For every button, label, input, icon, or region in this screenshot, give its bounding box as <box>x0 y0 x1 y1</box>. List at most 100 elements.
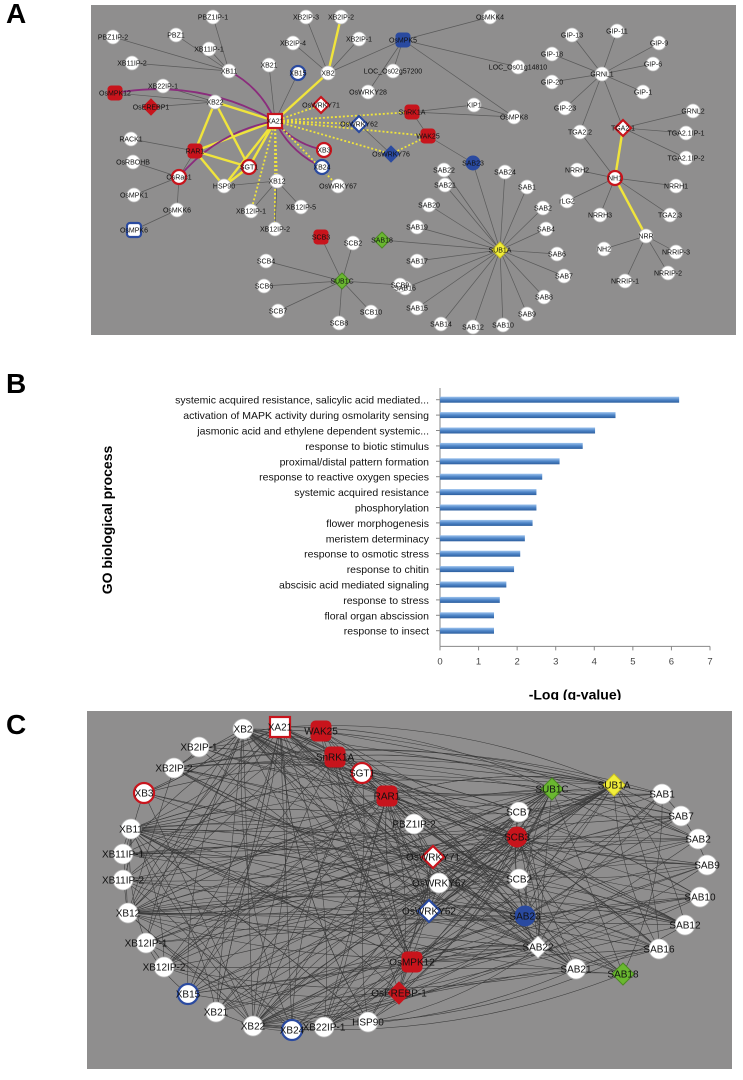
net-c-label-hsp90: HSP90 <box>352 1018 384 1029</box>
net-c-edge-xb2-xb21 <box>215 728 244 1013</box>
net-a-node-osmpk12 <box>107 85 123 101</box>
panel-letter-a: A <box>6 0 27 29</box>
net-a-node-gip-9 <box>651 35 667 51</box>
net-c-edge-sab2-sub1c <box>551 788 699 840</box>
net-c-node-rar1 <box>376 785 398 807</box>
net-c-edge-xb22-oserebp-1 <box>252 992 400 1027</box>
net-a-edge-tga2-2-nh1 <box>579 131 616 179</box>
net-a-node-xb2ip-3 <box>298 9 314 25</box>
net-c-edge-rar1-xb11 <box>130 795 388 833</box>
net-c-label-sab2: SAB2 <box>685 835 711 846</box>
net-c-edge-sab22-oswrky71 <box>432 856 539 948</box>
net-c-edge-xb22ip-1-scb7 <box>323 811 520 1028</box>
category-label-activation-of-mapk-activity-during-osmolarity-sensing: activation of MAPK activity during osmol… <box>183 410 429 422</box>
net-a-node-osrbohb <box>125 154 141 170</box>
net-a-label-sgt1: SGT1 <box>240 164 258 171</box>
x-tick-label-5: 5 <box>630 656 635 667</box>
net-a-label-sab18: SAB18 <box>371 237 393 244</box>
net-c-edge-oswrky62-sab7 <box>428 815 682 912</box>
net-c-edge-sab22-xb12 <box>127 912 539 948</box>
net-a-label-gip-20: GIP-20 <box>541 79 563 86</box>
net-c-edge-xb12ip-1-sub1a <box>145 784 615 944</box>
net-a-label-snrk1a: SnRK1A <box>399 109 426 116</box>
net-c-edge-sab16-xb12ip-2 <box>163 948 660 989</box>
net-c-node-sub1a <box>602 773 626 797</box>
net-c-edge-oswrky71-sab9 <box>432 856 708 878</box>
net-c-edge-scb3-xb2ip-2 <box>173 767 518 838</box>
category-label-response-to-osmotic-stress: response to osmotic stress <box>304 549 429 561</box>
net-c-edge-snrk1a-xb15 <box>187 756 336 995</box>
net-c-edge-xb11-xb24 <box>130 828 293 1031</box>
net-c-edge-sab7-xb11ip-1 <box>122 815 682 855</box>
net-a-label-xb12ip-1: XB12IP-1 <box>236 208 266 215</box>
net-a-label-grnl1: GRNL1 <box>590 71 613 78</box>
net-a-edge-sub1a-sab18 <box>381 239 501 251</box>
net-c-edge-xb2-osmpk12 <box>242 728 413 963</box>
net-c-edge-oserebp-1-sub1c <box>398 788 553 994</box>
net-c-nodes <box>112 715 718 1042</box>
net-c-edge-sub1c-sab22 <box>537 788 553 948</box>
net-c-edge-sub1a-scb2 <box>518 784 615 880</box>
net-c-node-sab10 <box>689 886 711 908</box>
net-c-edge-sub1c-xb15 <box>187 788 553 995</box>
net-a-edge-xb22-oserebp1 <box>150 101 216 108</box>
net-c-label-xb11ip-1: XB11IP-1 <box>102 850 144 861</box>
net-a-label-loc-os02g57200: LOC_Os02g57200 <box>364 68 422 75</box>
net-c-edge-xb2-rar1 <box>242 728 388 797</box>
net-a-node-sab18 <box>373 231 391 249</box>
net-c-node-wak25 <box>310 720 332 742</box>
net-a-label-grnl2: GRNL2 <box>681 108 704 115</box>
net-a-edge-sub1a-sab15 <box>416 249 501 309</box>
net-c-edge-xb11ip-1-rar1 <box>122 795 388 855</box>
net-a-node-xb2 <box>320 65 336 81</box>
net-c-edge-oswrky71-xb15 <box>187 856 434 995</box>
net-c-edge-xb22-sab12 <box>252 924 686 1027</box>
net-a-edge-xb2-xb2ip-1 <box>327 38 360 74</box>
net-a-node-oswrky76 <box>382 145 400 163</box>
net-c-edge-sab22-xb11 <box>130 828 539 948</box>
net-c-edge-osmpk12-xb15 <box>187 961 413 995</box>
net-a-node-scb6 <box>256 278 272 294</box>
net-c-edge-sab22-xb2 <box>242 728 539 948</box>
net-a-edge-nh1-nrrh1 <box>614 177 677 187</box>
net-a-label-osmkk4: OsMKK4 <box>476 14 504 21</box>
net-a-edge-sub1a-sab19 <box>416 226 501 251</box>
net-c-edge-xb2-xb24 <box>240 728 293 1031</box>
net-a-label-sab14: SAB14 <box>430 321 452 328</box>
net-c-edge-sab21-rar1 <box>386 795 577 970</box>
net-c-label-xb15: XB15 <box>176 990 201 1001</box>
net-a-edge-xb2-xb2ip-3 <box>305 16 329 74</box>
net-a-edge-grnl1-tga2-2 <box>579 73 603 133</box>
category-label-meristem-determinacy: meristem determinacy <box>326 533 430 545</box>
net-a-label-scb6: SCB6 <box>255 283 273 290</box>
network-a-canvas: PBZ1IP-1 PBZ1IP-2 PBZ1 XB11IP-1 XB11IP-2 XB22… <box>98 9 705 335</box>
net-a-label-oswrky76: OsWRKY76 <box>372 151 410 158</box>
net-c-node-sub1c <box>540 777 564 801</box>
net-a-node-pbz1ip-2 <box>105 29 121 45</box>
net-a-label-pbz1: PBZ1 <box>167 32 185 39</box>
net-a-label-nrrip-1: NRRIP-1 <box>611 278 639 285</box>
net-a-label-wak25: WAK25 <box>416 133 440 140</box>
net-c-edge-xb2ip-2-sab21 <box>173 767 577 970</box>
net-c-edge-xb22-oswrky71 <box>252 856 434 1027</box>
net-c-edge-xb2-xb12 <box>127 728 244 914</box>
net-a-label-xb2ip-4: XB2IP-4 <box>280 40 306 47</box>
net-a-edge-sub1a-sab6 <box>499 249 558 255</box>
net-a-node-xb11ip-2 <box>124 55 140 71</box>
net-c-edge-xb2-oswrky67 <box>242 728 440 884</box>
net-a-edge-sub1a-sab12 <box>472 249 501 328</box>
net-c-edge-sab23-sab7 <box>524 815 682 917</box>
net-c-edge-xb22-snrk1a <box>252 756 336 1027</box>
net-c-edge-xb11-sab18 <box>130 828 624 975</box>
net-a-node-xb2ip-1 <box>351 31 367 47</box>
net-c-edge-oswrky62-snrk1a <box>334 756 430 912</box>
net-a-node-osrac1 <box>170 168 188 186</box>
net-a-node-tga2-1 <box>613 118 633 138</box>
net-c-label-snrk1a: SnRK1A <box>316 753 355 764</box>
net-c-edge-xb12-sab12 <box>127 912 686 926</box>
net-c-edge-rar1-sab1 <box>386 793 663 797</box>
panel-letter-b: B <box>6 368 27 399</box>
net-a-node-gip-1 <box>635 84 651 100</box>
net-c-edge-xb22-xb2 <box>242 728 254 1027</box>
net-a-node-osmkk6 <box>169 202 185 218</box>
